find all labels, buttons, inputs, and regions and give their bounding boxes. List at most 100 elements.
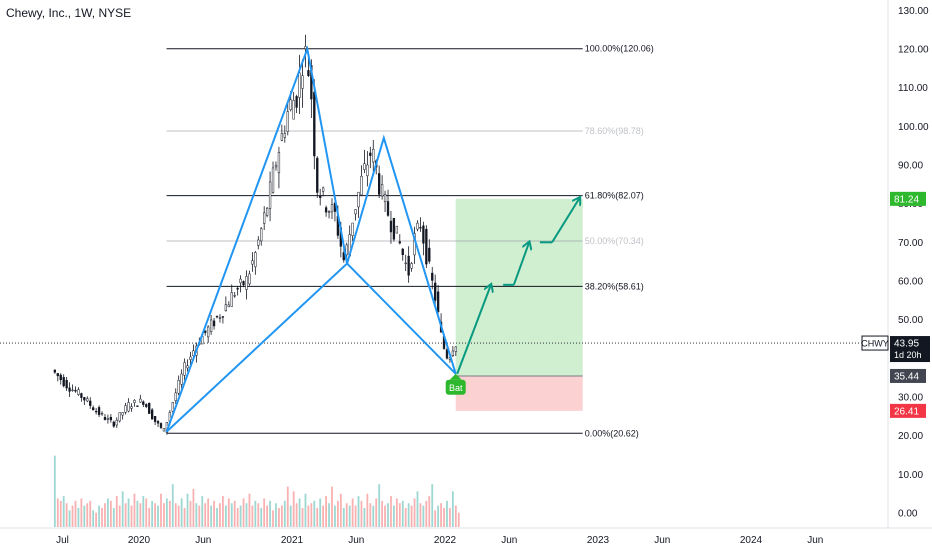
candle-body (189, 356, 192, 360)
position-zones (0, 198, 888, 411)
volume-bar (366, 493, 369, 527)
volume-bar (142, 496, 145, 527)
candle-body (100, 412, 104, 415)
candle-body (372, 148, 375, 163)
candle-body (434, 282, 437, 301)
x-tick-label: Jun (195, 535, 211, 546)
x-tick-label: 2022 (434, 535, 457, 546)
volume-bar (115, 496, 118, 527)
candle-body (280, 133, 284, 141)
volume-bar (242, 498, 245, 527)
y-tick-label: 120.00 (898, 44, 929, 55)
volume-bar (62, 496, 65, 527)
volume-bar (269, 500, 271, 527)
volume-bar (204, 503, 207, 527)
volume-bar (357, 496, 360, 527)
entry-price-badge (890, 368, 926, 383)
candle-body (360, 175, 363, 196)
volume-bar (216, 507, 218, 527)
candle-body (153, 416, 157, 422)
volume-bar (89, 500, 92, 527)
volume-bar (322, 505, 325, 527)
candle-body (124, 405, 127, 413)
candle-body (454, 346, 457, 352)
candle-body (80, 393, 83, 398)
volume-bar (345, 503, 348, 527)
candle-body (86, 398, 89, 402)
volume-bar (419, 503, 422, 527)
volume-bar (213, 500, 215, 527)
candle-body (212, 320, 216, 327)
time-remaining: 1d 20h (894, 350, 922, 360)
volume-bar (186, 493, 189, 527)
x-tick-label: Jun (348, 535, 364, 546)
candle-body (230, 292, 233, 307)
volume-bar (195, 503, 198, 527)
candle-body (271, 167, 275, 193)
x-tick-label: 2023 (587, 535, 610, 546)
candle-body (133, 400, 136, 403)
stop-zone[interactable] (455, 375, 583, 411)
candle-body (392, 217, 396, 240)
y-tick-label: 30.00 (898, 392, 923, 403)
candle-body (224, 304, 228, 311)
volume-bar (77, 507, 80, 527)
volume-bar (257, 503, 260, 527)
candle-body (345, 244, 348, 256)
volume-bar (292, 491, 295, 527)
candle-body (118, 412, 121, 422)
candle-body (407, 255, 410, 276)
candle-body (121, 412, 124, 416)
volume-bar (446, 500, 448, 527)
volume-bar (378, 484, 381, 527)
volume-bar (431, 484, 434, 527)
volume-bar (298, 498, 301, 527)
volume-bar (363, 507, 366, 527)
bat-badge-pointer (449, 373, 462, 380)
y-tick-label: 70.00 (898, 238, 923, 249)
x-tick-label: Jun (807, 535, 823, 546)
candle-body (130, 406, 133, 409)
candle-body (103, 417, 107, 420)
volume-bar (283, 500, 286, 527)
volume-bar (280, 505, 283, 527)
volume-bar (334, 505, 336, 527)
volume-bar (254, 500, 257, 527)
volume-bar (381, 500, 384, 527)
candle-body (316, 157, 319, 193)
x-tick-label: 2020 (128, 535, 151, 546)
candle-body (192, 350, 195, 356)
volume-bar (331, 486, 333, 527)
y-tick-label: 0.00 (898, 509, 918, 520)
volume-bar (440, 503, 442, 527)
volume-bar (413, 498, 416, 527)
candle-body (268, 181, 272, 209)
volume-bar (239, 505, 242, 527)
volume-bar (407, 503, 410, 527)
candle-body (401, 248, 404, 255)
volume-bar (310, 503, 313, 527)
candles (53, 34, 457, 435)
candle-body (207, 326, 210, 338)
volume-bars (53, 455, 460, 527)
y-tick-label: 10.00 (898, 470, 923, 481)
volume-bar (319, 498, 322, 527)
volume-bar (375, 498, 378, 527)
bat-pattern: Bat (165, 45, 466, 433)
volume-bar (233, 500, 236, 527)
volume-bar (325, 496, 327, 527)
candle-body (89, 400, 92, 406)
volume-bar (177, 505, 180, 527)
target-price-badge (890, 191, 926, 206)
candle-body (233, 295, 236, 297)
symbol-tag-label: CHWY (861, 339, 889, 349)
candle-body (68, 387, 71, 392)
bat-pattern-base (165, 262, 457, 433)
candle-body (251, 260, 254, 265)
candle-body (425, 228, 428, 265)
candle-body (177, 380, 180, 394)
candle-body (410, 263, 413, 269)
bat-badge[interactable] (445, 379, 466, 395)
fib-level-label: 78.60%(98.78) (585, 126, 644, 136)
